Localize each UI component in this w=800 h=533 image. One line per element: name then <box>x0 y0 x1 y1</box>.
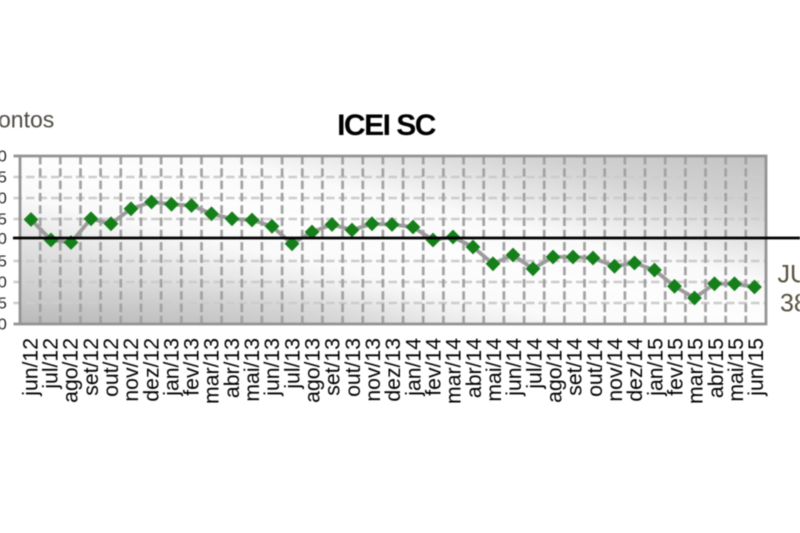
svg-text:abr/14: abr/14 <box>463 338 486 398</box>
svg-text:fev/14: fev/14 <box>423 338 446 396</box>
svg-text:ontos: ontos <box>0 107 54 133</box>
svg-text:jun/12: jun/12 <box>19 338 42 397</box>
svg-text:jul/14: jul/14 <box>523 338 546 390</box>
svg-text:55: 55 <box>0 212 7 229</box>
svg-text:65: 65 <box>0 170 7 187</box>
svg-text:fev/13: fev/13 <box>181 338 204 396</box>
svg-text:nov/12: nov/12 <box>120 338 143 402</box>
svg-text:ago/13: ago/13 <box>302 338 325 403</box>
svg-text:out/13: out/13 <box>342 338 365 397</box>
svg-text:set/14: set/14 <box>564 338 587 396</box>
svg-text:mar/15: mar/15 <box>685 338 708 404</box>
svg-text:35: 35 <box>0 296 7 313</box>
svg-text:abr/15: abr/15 <box>705 338 728 398</box>
svg-text:50: 50 <box>0 231 7 248</box>
svg-text:mai/14: mai/14 <box>483 338 506 402</box>
svg-text:40: 40 <box>0 275 7 292</box>
svg-text:60: 60 <box>0 191 7 208</box>
svg-text:jun/13: jun/13 <box>261 338 284 397</box>
svg-text:ago/14: ago/14 <box>544 338 567 403</box>
svg-text:ago/12: ago/12 <box>60 338 83 403</box>
svg-text:set/13: set/13 <box>322 338 345 396</box>
svg-text:dez/13: dez/13 <box>382 338 405 402</box>
svg-text:ICEI SC: ICEI SC <box>337 109 436 142</box>
svg-text:mar/14: mar/14 <box>443 338 466 404</box>
svg-text:out/12: out/12 <box>100 338 123 397</box>
svg-text:fev/15: fev/15 <box>665 338 688 396</box>
svg-text:38,8: 38,8 <box>780 290 800 318</box>
svg-text:mai/13: mai/13 <box>241 338 264 402</box>
svg-text:nov/14: nov/14 <box>604 338 627 402</box>
svg-text:JUN/15: JUN/15 <box>778 261 800 289</box>
svg-text:jan/13: jan/13 <box>160 338 183 397</box>
svg-text:mar/13: mar/13 <box>201 338 224 404</box>
svg-text:jul/13: jul/13 <box>281 338 304 390</box>
svg-text:jun/14: jun/14 <box>503 338 526 397</box>
svg-text:dez/12: dez/12 <box>140 338 163 402</box>
svg-text:nov/13: nov/13 <box>362 338 385 402</box>
svg-text:70: 70 <box>0 149 7 166</box>
svg-text:30: 30 <box>0 317 7 334</box>
svg-text:jan/14: jan/14 <box>402 338 425 397</box>
svg-text:45: 45 <box>0 254 7 271</box>
svg-text:mai/15: mai/15 <box>725 338 748 402</box>
svg-text:out/14: out/14 <box>584 338 607 397</box>
svg-text:dez/14: dez/14 <box>624 338 647 402</box>
svg-text:abr/13: abr/13 <box>221 338 244 398</box>
svg-text:jul/12: jul/12 <box>39 338 62 390</box>
svg-text:set/12: set/12 <box>80 338 103 396</box>
svg-text:jun/15: jun/15 <box>745 338 768 397</box>
svg-text:jan/15: jan/15 <box>644 338 667 397</box>
